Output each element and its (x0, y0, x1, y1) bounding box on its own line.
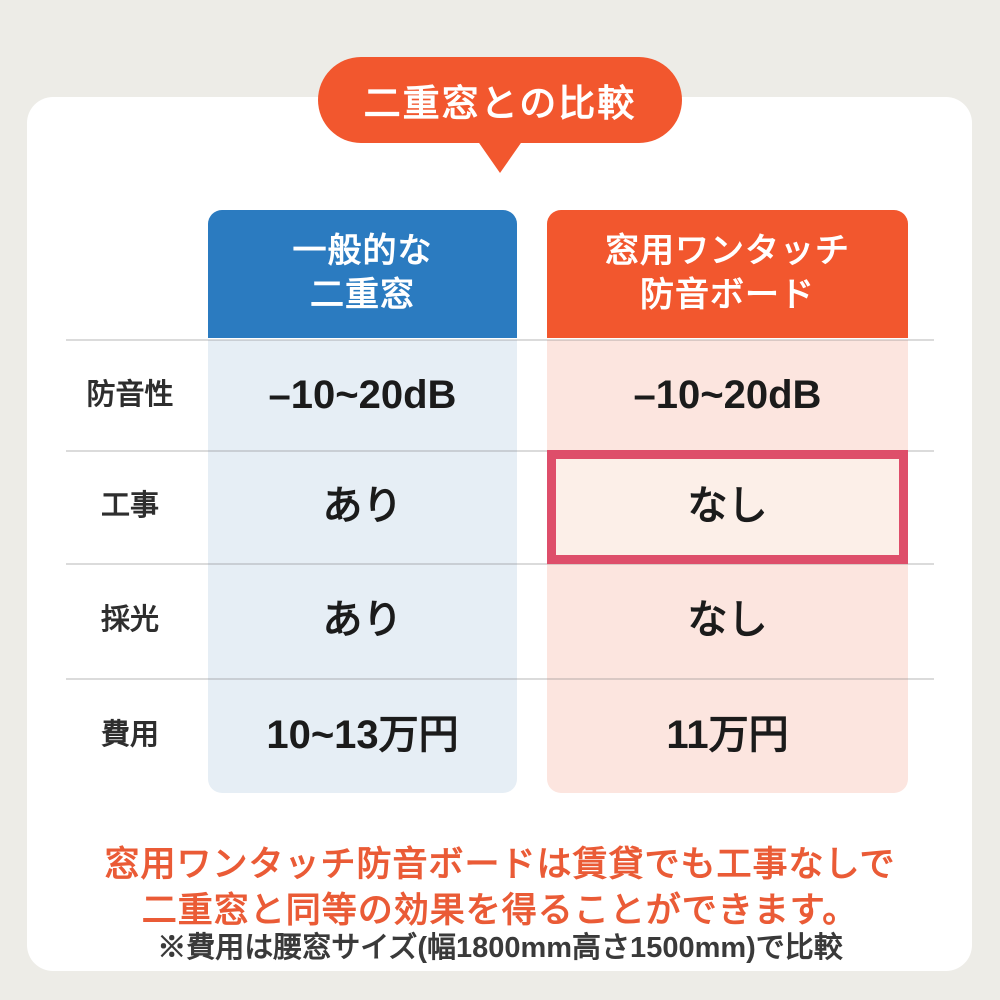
cell-cost-board: 11万円 (666, 713, 789, 757)
column-header-line: 窓用ワンタッチ (605, 232, 850, 271)
column-header-line: 防音ボード (640, 276, 815, 314)
cell-daylight-board: なし (687, 598, 768, 642)
highlight-box-no-construction (547, 450, 908, 564)
row-label-soundproofing: 防音性 (86, 379, 174, 411)
row-divider (66, 563, 934, 565)
summary-text-line2: 二重窓と同等の効果を得ることができます。 (141, 891, 859, 930)
cell-daylight-double-window: あり (322, 598, 403, 642)
column-header-line: 二重窓 (310, 276, 415, 314)
column-header-line: 一般的な (292, 232, 433, 271)
column-header-soundproof-board: 窓用ワンタッチ 防音ボード (547, 210, 908, 338)
cell-construction-board: なし (687, 484, 768, 528)
page-title: 二重窓との比較 (363, 83, 637, 124)
row-label-cost: 費用 (100, 719, 159, 751)
row-label-daylight: 採光 (100, 604, 159, 636)
cell-cost-double-window: 10~13万円 (266, 713, 459, 757)
row-label-construction: 工事 (100, 490, 159, 522)
footnote-text: ※費用は腰窓サイズ(幅1800mm高さ1500mm)で比較 (157, 932, 843, 964)
row-divider (66, 339, 934, 341)
column-header-double-window: 一般的な 二重窓 (208, 210, 517, 338)
cell-construction-double-window: あり (322, 484, 403, 528)
column-bg-soundproof-board (547, 340, 908, 793)
row-divider (66, 450, 934, 452)
summary-text-line1: 窓用ワンタッチ防音ボードは賃貸でも工事なしで (104, 845, 896, 884)
title-badge: 二重窓との比較 (318, 57, 682, 143)
speech-bubble-tail-icon (477, 140, 523, 173)
column-bg-double-window (208, 340, 517, 793)
cell-soundproofing-double-window: –10~20dB (268, 373, 457, 417)
row-divider (66, 678, 934, 680)
cell-soundproofing-board: –10~20dB (633, 373, 822, 417)
